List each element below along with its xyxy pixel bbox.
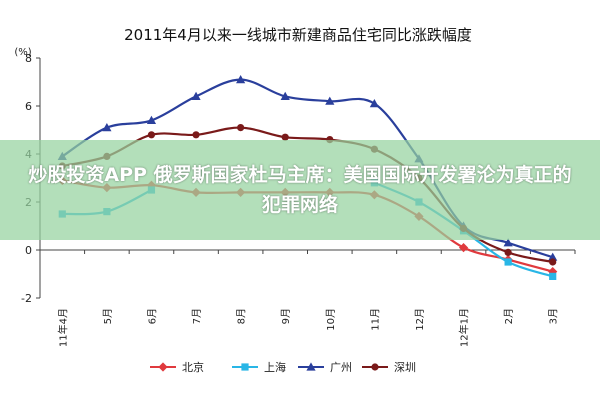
data-point [504,248,512,256]
x-tick-label: 10月 [325,308,337,331]
data-point [192,131,200,139]
legend-label: 深圳 [394,361,416,374]
legend-marker [158,362,168,372]
data-point [549,272,557,280]
overlay-banner: 炒股投资APP 俄罗斯国家杜马主席：美国国际开发署沦为真正的犯罪网络 [0,140,600,240]
legend-item-2: 广州 [298,361,352,374]
legend-item-0: 北京 [150,360,204,374]
data-point [548,252,558,261]
y-tick-label: 0 [25,244,32,257]
legend-marker [241,363,249,371]
legend-label: 上海 [264,360,286,374]
data-point [458,243,469,253]
x-tick-label: 3月 [548,308,560,324]
data-point [191,91,201,100]
x-tick-label: 2月 [503,308,515,324]
data-point [503,238,513,247]
legend-marker [306,362,316,371]
legend-marker [371,363,379,371]
x-tick-label: 8月 [236,308,248,324]
y-tick-label: 8 [25,52,32,65]
x-tick-label: 9月 [280,308,292,324]
overlay-headline: 炒股投资APP 俄罗斯国家杜马主席：美国国际开发署沦为真正的犯罪网络 [28,164,572,216]
x-tick-label: 5月 [102,308,114,324]
x-tick-label: 11年4月 [56,308,69,347]
legend-label: 广州 [330,361,352,374]
legend-label: 北京 [182,360,204,374]
data-point [147,131,156,139]
data-point [369,99,379,108]
data-point [280,91,290,100]
x-tick-label: 6月 [146,308,158,324]
x-tick-label: 7月 [191,308,203,324]
y-axis-unit-label: (%) [14,47,31,58]
data-point [102,123,112,132]
x-tick-label: 12月 [414,308,426,331]
chart-title: 2011年4月以来一线城市新建商品住宅同比涨跌幅度 [124,26,472,44]
data-point [504,258,512,266]
legend: 北京 上海 广州 深圳 [150,360,416,374]
y-tick-label: -2 [21,292,32,305]
axes: -20246811年4月5月6月7月8月9月10月11月12月12年1月2月3月 [21,52,576,347]
legend-item-1: 上海 [232,360,286,374]
data-point [236,75,246,84]
x-tick-label: 11月 [369,308,381,331]
y-tick-label: 6 [25,100,32,113]
data-point [146,115,157,124]
data-point [281,133,289,141]
data-point [549,258,557,266]
data-point [237,124,245,132]
data-point [548,267,558,277]
data-point [325,96,335,105]
x-tick-label: 12年1月 [458,308,471,347]
legend-item-3: 深圳 [362,361,416,374]
